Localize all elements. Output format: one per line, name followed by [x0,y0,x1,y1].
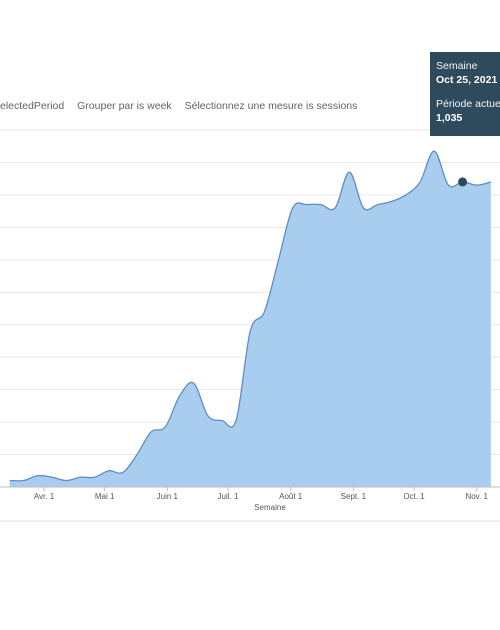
tooltip-week-label: Semaine [436,60,478,72]
sessions-line [9,150,492,482]
tooltip-period-value: 1,035 [436,112,463,124]
x-tick-label: Sept. 1 [341,492,367,501]
x-tick-label: Avr. 1 [34,492,55,501]
x-tick-label: Nov. 1 [465,492,488,501]
x-tick-label: Juil. 1 [218,492,239,501]
group-by-filter[interactable]: Grouper par is week [77,100,172,112]
x-tick-label: Mai 1 [95,492,115,501]
chart-tooltip: Semaine Oct 25, 2021 Période actuelle 1,… [430,52,500,136]
x-tick-label: Oct. 1 [403,492,425,501]
highlight-point [458,177,468,187]
x-axis-label: Semaine [254,503,286,512]
tooltip-week-value: Oct 25, 2021 [436,74,498,86]
period-filter[interactable]: electedPeriod [0,100,65,112]
x-tick-label: Août 1 [279,492,303,501]
chart-filter-bar: electedPeriod Grouper par is week Sélect… [0,100,367,114]
measure-filter[interactable]: Sélectionnez une mesure is sessions [184,100,358,112]
tooltip-period-label: Période actuelle [436,98,500,110]
sessions-area [9,151,491,487]
x-tick-label: Juin 1 [157,492,179,501]
